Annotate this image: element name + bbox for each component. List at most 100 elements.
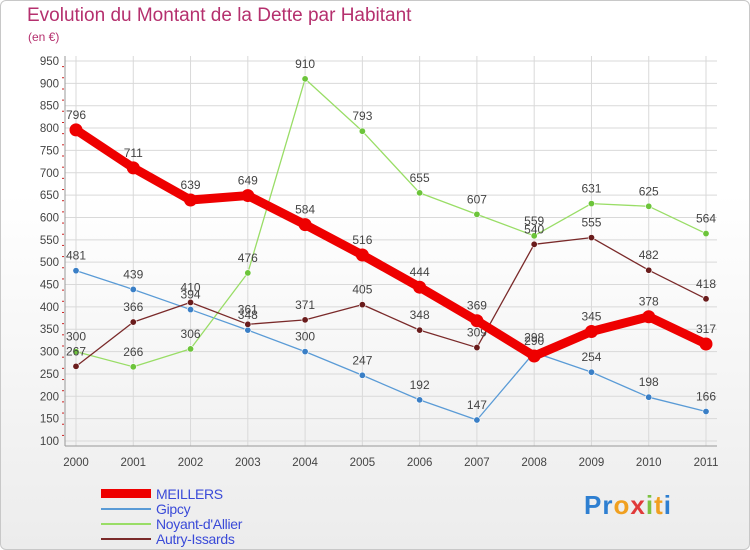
y-tick-label: 250 [40,369,59,381]
data-label-gipcy: 198 [639,375,659,389]
x-tick-label: 2007 [464,457,490,469]
data-point-autry-issards [129,318,137,326]
y-tick-label: 550 [40,235,59,247]
data-point-gipcy [587,368,595,376]
data-label-gipcy: 166 [696,389,716,403]
y-tick-label: 350 [40,324,59,336]
data-label-meillers: 345 [581,309,601,323]
data-point-noyant-d-allier [645,202,653,210]
data-label-meillers: 711 [124,146,143,160]
data-label-noyant-d-allier: 300 [66,330,86,344]
data-point-gipcy [301,348,309,356]
legend-label: Noyant-d'Allier [156,515,243,532]
data-label-noyant-d-allier: 655 [410,171,430,185]
x-tick-label: 2001 [120,457,146,469]
data-label-noyant-d-allier: 910 [295,57,315,71]
data-point-autry-issards [702,295,710,303]
data-label-autry-issards: 540 [524,222,544,236]
y-tick-label: 150 [40,414,59,426]
data-label-autry-issards: 361 [238,302,258,316]
chart-title: Evolution du Montant de la Dette par Hab… [27,5,412,26]
unit-label: (en €) [28,30,60,44]
legend-item-gipcy: Gipcy [101,501,242,517]
y-tick-label: 400 [40,302,59,314]
series-line-gipcy [75,270,707,421]
logo-letter: P [584,490,603,520]
data-label-noyant-d-allier: 564 [696,212,716,226]
data-label-autry-issards: 410 [181,280,201,294]
data-point-gipcy [416,396,424,404]
logo-letter: i [663,490,672,520]
data-label-gipcy: 348 [238,308,258,322]
data-point-autry-issards [530,240,538,248]
data-point-meillers [642,310,656,324]
logo-letter: i [645,490,655,520]
data-point-noyant-d-allier [702,230,710,238]
data-point-meillers [126,161,140,175]
data-label-meillers: 290 [524,334,544,348]
series-line-meillers [71,125,711,361]
y-tick-label: 300 [40,347,59,359]
data-label-gipcy: 147 [467,398,487,412]
y-tick-label: 600 [40,212,59,224]
x-tick-label: 2000 [63,457,89,469]
legend-swatch [101,489,151,498]
legend: MEILLERS Gipcy Noyant-d'Allier Autry-Issard… [101,486,243,547]
legend-item-noyant-d-allier: Noyant-d'Allier [101,515,243,532]
data-point-autry-issards [244,320,252,328]
proxiti-logo: Proxiti [584,490,672,521]
data-point-meillers [413,280,427,294]
data-label-noyant-d-allier: 631 [581,182,601,196]
data-point-autry-issards [473,344,481,352]
data-label-meillers: 378 [639,295,659,309]
data-point-gipcy [702,407,710,415]
x-tick-label: 2002 [178,457,204,469]
y-tick-label: 850 [40,101,59,113]
y-tick-label: 800 [40,123,59,135]
x-tick-label: 2006 [407,457,433,469]
data-label-meillers: 317 [696,322,716,336]
data-point-meillers [355,248,369,262]
data-label-autry-issards: 555 [581,216,601,230]
data-label-meillers: 584 [295,203,315,217]
y-tick-label: 500 [40,257,59,269]
data-label-gipcy: 298 [524,330,544,344]
legend-item-autry-issards: Autry-Issards [101,531,242,547]
y-tick-label: 200 [40,391,59,403]
data-point-meillers [241,189,255,203]
data-label-noyant-d-allier: 559 [524,214,544,228]
data-label-gipcy: 192 [410,378,430,392]
data-label-gipcy: 481 [66,249,86,263]
data-label-autry-issards: 371 [295,298,315,312]
data-label-noyant-d-allier: 625 [639,184,659,198]
data-point-meillers [699,337,713,351]
data-point-gipcy [129,285,137,293]
legend-swatch [101,522,151,525]
data-label-gipcy: 300 [295,330,315,344]
x-tick-label: 2005 [350,457,376,469]
data-label-meillers: 796 [66,108,86,122]
data-point-autry-issards [187,298,195,306]
data-point-gipcy [187,306,195,314]
y-tick-label: 950 [40,56,59,68]
data-label-gipcy: 254 [581,350,601,364]
x-tick-label: 2009 [579,457,605,469]
data-label-autry-issards: 405 [352,283,372,297]
data-point-gipcy [473,416,481,424]
series-line-noyant-d-allier [75,78,707,368]
x-tick-label: 2008 [521,457,547,469]
data-label-noyant-d-allier: 793 [352,109,372,123]
data-point-noyant-d-allier [244,269,252,277]
legend-item-meillers: MEILLERS [101,486,242,502]
data-point-meillers [527,349,541,363]
x-tick-label: 2010 [636,457,662,469]
data-label-meillers: 516 [352,233,372,247]
data-point-gipcy [358,371,366,379]
y-tick-label: 700 [40,168,59,180]
data-label-autry-issards: 366 [123,300,143,314]
data-point-noyant-d-allier [358,127,366,135]
data-label-meillers: 369 [467,299,487,313]
data-label-gipcy: 394 [181,288,201,302]
data-point-autry-issards [587,234,595,242]
